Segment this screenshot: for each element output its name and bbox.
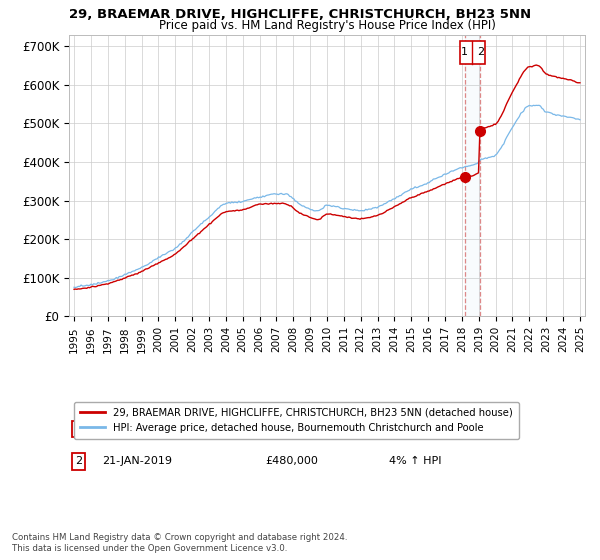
Bar (465, 35, 480, 316)
Text: £360,000: £360,000 (265, 424, 318, 434)
Text: 29, BRAEMAR DRIVE, HIGHCLIFFE, CHRISTCHURCH, BH23 5NN: 29, BRAEMAR DRIVE, HIGHCLIFFE, CHRISTCHU… (69, 8, 531, 21)
Text: 1: 1 (75, 424, 82, 434)
Text: 1: 1 (461, 47, 468, 57)
FancyBboxPatch shape (460, 40, 485, 64)
Text: Contains HM Land Registry data © Crown copyright and database right 2024.
This d: Contains HM Land Registry data © Crown c… (12, 533, 347, 553)
Text: 09-MAR-2018: 09-MAR-2018 (103, 424, 178, 434)
Text: 20% ↓ HPI: 20% ↓ HPI (389, 424, 448, 434)
Legend: 29, BRAEMAR DRIVE, HIGHCLIFFE, CHRISTCHURCH, BH23 5NN (detached house), HPI: Ave: 29, BRAEMAR DRIVE, HIGHCLIFFE, CHRISTCHU… (74, 402, 519, 438)
Text: 2: 2 (477, 47, 484, 57)
Title: Price paid vs. HM Land Registry's House Price Index (HPI): Price paid vs. HM Land Registry's House … (158, 19, 496, 32)
Text: 4% ↑ HPI: 4% ↑ HPI (389, 456, 442, 466)
Text: 21-JAN-2019: 21-JAN-2019 (103, 456, 173, 466)
Text: £480,000: £480,000 (265, 456, 318, 466)
Text: 2: 2 (75, 456, 82, 466)
